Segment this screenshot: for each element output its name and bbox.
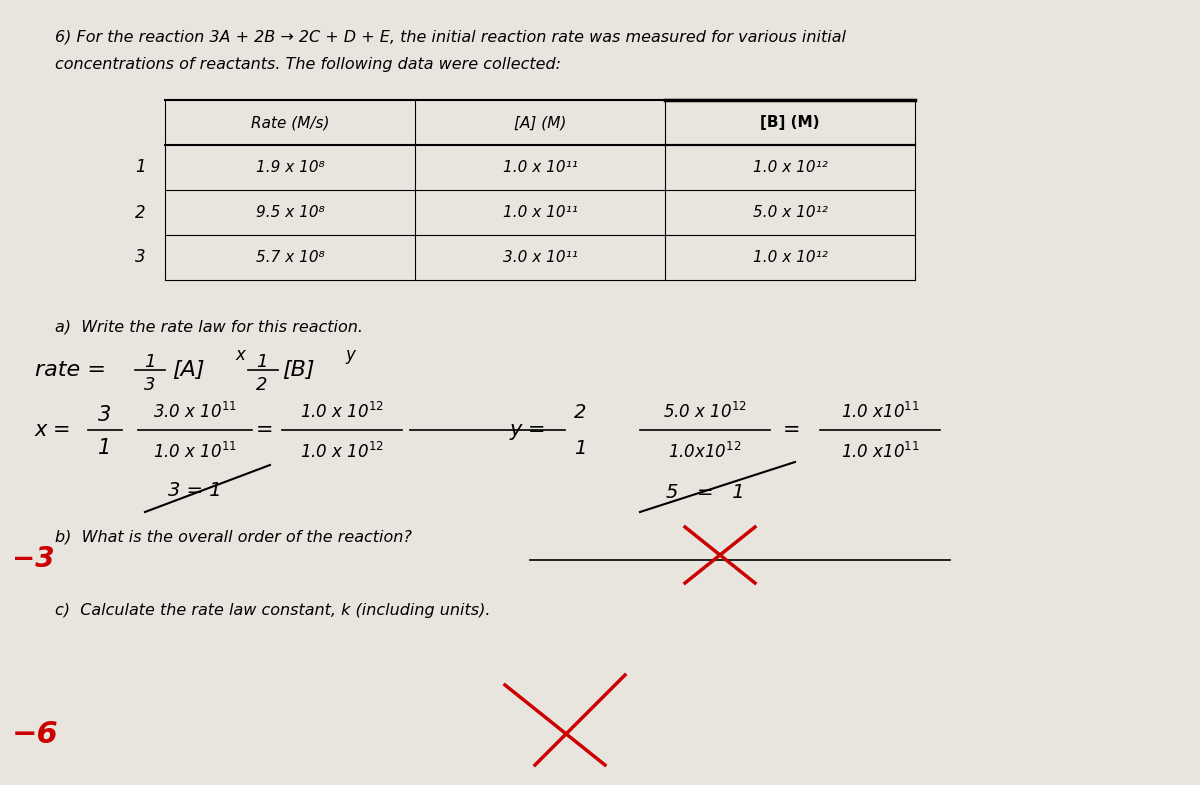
Text: [A]: [A] <box>172 360 204 380</box>
Text: 3: 3 <box>134 249 145 266</box>
Text: 1.0 x 10$^{12}$: 1.0 x 10$^{12}$ <box>300 402 384 422</box>
Text: a)  Write the rate law for this reaction.: a) Write the rate law for this reaction. <box>55 320 364 335</box>
Text: 5.0 x 10¹²: 5.0 x 10¹² <box>752 205 828 220</box>
Text: 3: 3 <box>144 376 156 394</box>
Text: 2: 2 <box>257 376 268 394</box>
Text: =: = <box>257 420 274 440</box>
Text: −6: −6 <box>12 720 59 749</box>
Text: 5.0 x 10$^{12}$: 5.0 x 10$^{12}$ <box>664 402 746 422</box>
Text: 1: 1 <box>134 159 145 177</box>
Text: 1: 1 <box>257 353 268 371</box>
Text: [B]: [B] <box>282 360 314 380</box>
Text: 2: 2 <box>574 403 586 422</box>
Text: 1: 1 <box>574 439 586 458</box>
Text: x: x <box>235 346 245 364</box>
Text: Rate (M/s): Rate (M/s) <box>251 115 329 130</box>
Text: 1: 1 <box>98 438 112 458</box>
Text: 2: 2 <box>134 203 145 221</box>
Text: 6) For the reaction 3A + 2B → 2C + D + E, the initial reaction rate was measured: 6) For the reaction 3A + 2B → 2C + D + E… <box>55 30 846 45</box>
Text: 1.0 x 10¹²: 1.0 x 10¹² <box>752 160 828 175</box>
Text: c)  Calculate the rate law constant, k (including units).: c) Calculate the rate law constant, k (i… <box>55 603 491 618</box>
Text: y: y <box>346 346 355 364</box>
Text: 1: 1 <box>144 353 156 371</box>
Text: 1.0 x10$^{11}$: 1.0 x10$^{11}$ <box>841 402 919 422</box>
Text: 1.0x10$^{12}$: 1.0x10$^{12}$ <box>668 442 742 462</box>
Text: 9.5 x 10⁸: 9.5 x 10⁸ <box>256 205 324 220</box>
Text: 1.0 x 10¹¹: 1.0 x 10¹¹ <box>503 205 577 220</box>
Text: 3.0 x 10¹¹: 3.0 x 10¹¹ <box>503 250 577 265</box>
Text: =: = <box>784 420 800 440</box>
Text: 5   =   1: 5 = 1 <box>666 483 744 502</box>
Text: y =: y = <box>510 420 546 440</box>
Text: 3 = 1: 3 = 1 <box>168 480 222 499</box>
Text: 3: 3 <box>98 405 112 425</box>
Text: 1.0 x 10¹²: 1.0 x 10¹² <box>752 250 828 265</box>
Text: 1.9 x 10⁸: 1.9 x 10⁸ <box>256 160 324 175</box>
Text: [A] (M): [A] (M) <box>514 115 566 130</box>
Text: −3: −3 <box>12 545 54 573</box>
Text: [B] (M): [B] (M) <box>761 115 820 130</box>
Text: x =: x = <box>35 420 72 440</box>
Text: 5.7 x 10⁸: 5.7 x 10⁸ <box>256 250 324 265</box>
Text: 3.0 x 10$^{11}$: 3.0 x 10$^{11}$ <box>154 402 236 422</box>
Text: concentrations of reactants. The following data were collected:: concentrations of reactants. The followi… <box>55 57 562 72</box>
Text: 1.0 x10$^{11}$: 1.0 x10$^{11}$ <box>841 442 919 462</box>
Text: 1.0 x 10$^{11}$: 1.0 x 10$^{11}$ <box>154 442 236 462</box>
Text: 1.0 x 10$^{12}$: 1.0 x 10$^{12}$ <box>300 442 384 462</box>
Text: rate =: rate = <box>35 360 113 380</box>
Text: b)  What is the overall order of the reaction?: b) What is the overall order of the reac… <box>55 530 412 545</box>
Text: 1.0 x 10¹¹: 1.0 x 10¹¹ <box>503 160 577 175</box>
